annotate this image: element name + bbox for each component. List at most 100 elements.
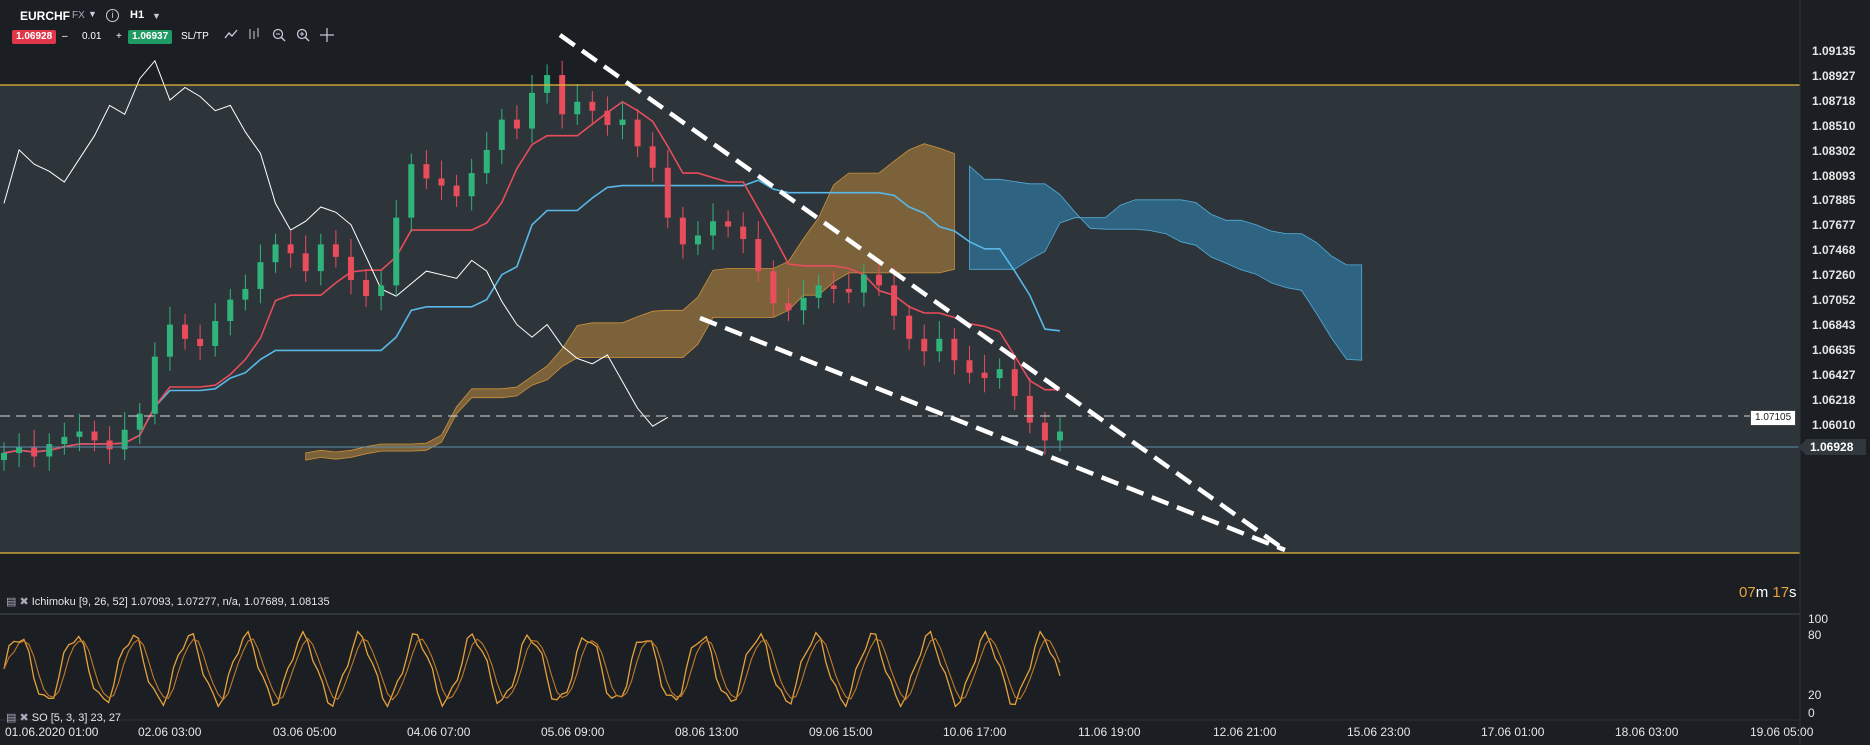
candle-body bbox=[755, 239, 762, 272]
candle bbox=[363, 269, 370, 307]
sltp-button[interactable]: SL/TP bbox=[181, 31, 209, 42]
candle bbox=[498, 108, 505, 165]
candle-body bbox=[227, 299, 234, 322]
time-tick-label: 04.06 07:00 bbox=[407, 725, 471, 739]
info-icon[interactable]: i bbox=[106, 9, 119, 22]
candle-body bbox=[393, 217, 400, 286]
crosshair-icon[interactable] bbox=[320, 28, 334, 46]
candle bbox=[317, 233, 324, 286]
candle bbox=[845, 271, 852, 304]
candle-body bbox=[1, 452, 7, 461]
timeframe-dropdown-icon[interactable]: ▼ bbox=[152, 11, 161, 21]
so-indicator-label[interactable]: ▤ ✖ SO [5, 3, 3] 23, 27 bbox=[6, 711, 121, 724]
candle-body bbox=[91, 431, 98, 441]
candle bbox=[574, 83, 581, 125]
time-tick-label: 12.06 21:00 bbox=[1213, 725, 1277, 739]
lower-trendline[interactable] bbox=[699, 315, 1286, 553]
candle-body bbox=[634, 119, 641, 147]
candle bbox=[710, 203, 717, 250]
candle bbox=[1057, 417, 1063, 452]
time-tick-label: 11.06 19:00 bbox=[1078, 725, 1141, 739]
candle-body bbox=[483, 149, 490, 174]
market-dropdown-icon[interactable]: ▼ bbox=[88, 9, 97, 19]
candle-body bbox=[996, 369, 1003, 379]
ask-price-button[interactable]: 1.06937 bbox=[128, 30, 173, 44]
candle bbox=[1026, 378, 1033, 434]
price-tick-label: 1.07260 bbox=[1812, 268, 1856, 283]
candle-body bbox=[498, 119, 505, 150]
candle-body bbox=[1011, 369, 1018, 396]
candle-body bbox=[332, 244, 339, 257]
horizontal-level-label[interactable]: 1.07105 bbox=[1750, 410, 1797, 426]
candle bbox=[785, 288, 792, 322]
cloud-bearish bbox=[969, 165, 1363, 361]
quantity-decrease-button[interactable]: – bbox=[62, 31, 68, 42]
price-tick-label: 1.06427 bbox=[1812, 367, 1856, 382]
candle-body bbox=[317, 244, 324, 272]
candle-body bbox=[694, 235, 701, 245]
so-settings-icon[interactable]: ▤ ✖ bbox=[6, 712, 29, 724]
candle-body bbox=[906, 315, 913, 339]
candle-body bbox=[182, 324, 189, 339]
candle bbox=[906, 304, 913, 350]
symbol-label[interactable]: EURCHF bbox=[20, 9, 70, 23]
time-tick-label: 02.06 03:00 bbox=[138, 725, 202, 739]
candle bbox=[453, 174, 460, 207]
candle-body bbox=[1026, 395, 1033, 423]
time-tick-label: 18.06 03:00 bbox=[1615, 725, 1679, 739]
candle bbox=[544, 64, 551, 104]
candle-body bbox=[106, 440, 113, 450]
candle-body bbox=[423, 164, 430, 179]
candle bbox=[1011, 354, 1018, 411]
candle bbox=[996, 358, 1003, 389]
candle bbox=[891, 267, 898, 330]
bid-price-button[interactable]: 1.06928 bbox=[12, 30, 57, 44]
candle-body bbox=[438, 178, 445, 186]
price-tick-label: 1.06218 bbox=[1812, 392, 1856, 407]
chikou-line bbox=[3, 59, 669, 427]
upper-trendline[interactable] bbox=[558, 33, 1287, 552]
quantity-increase-button[interactable]: + bbox=[116, 31, 122, 42]
candle bbox=[664, 149, 671, 229]
candle bbox=[815, 274, 822, 309]
indicators-icon[interactable] bbox=[248, 28, 262, 44]
candle bbox=[393, 199, 400, 297]
candle bbox=[740, 212, 747, 254]
candle-body bbox=[16, 447, 23, 453]
price-tick-label: 1.08718 bbox=[1812, 93, 1856, 108]
cloud-bullish bbox=[305, 143, 955, 461]
candle bbox=[830, 271, 837, 304]
ichimoku-indicator-label[interactable]: ▤ ✖ Ichimoku [9, 26, 52] 1.07093, 1.0727… bbox=[6, 595, 330, 608]
price-tick-label: 1.06843 bbox=[1812, 317, 1856, 332]
zoom-in-icon[interactable] bbox=[296, 28, 310, 46]
candle-body bbox=[770, 271, 777, 304]
line-chart-icon[interactable] bbox=[224, 28, 238, 44]
candle bbox=[619, 101, 626, 140]
ichimoku-settings-icon[interactable]: ▤ ✖ bbox=[6, 596, 29, 608]
candle-body bbox=[544, 75, 551, 93]
so-params: [5, 3, 3] bbox=[50, 712, 88, 724]
candle bbox=[182, 313, 189, 350]
ichimoku-values: 1.07093, 1.07277, n/a, 1.07689, 1.08135 bbox=[130, 596, 330, 608]
candle bbox=[16, 433, 23, 468]
zoom-out-icon[interactable] bbox=[272, 28, 286, 46]
candle-body bbox=[921, 338, 928, 352]
candle bbox=[46, 433, 53, 471]
timeframe-select[interactable]: H1 bbox=[130, 9, 145, 21]
candle bbox=[966, 345, 973, 384]
price-tick-label: 1.08302 bbox=[1812, 143, 1856, 158]
candle-body bbox=[257, 262, 264, 289]
candle-body bbox=[468, 173, 475, 197]
candle bbox=[166, 306, 173, 371]
tenkan-line bbox=[3, 100, 1060, 454]
candle bbox=[302, 235, 309, 282]
toolbar: EURCHF FX ▼ i H1 ▼ 1.06928 – 0.01 + 1.06… bbox=[0, 0, 1870, 46]
candle bbox=[589, 91, 596, 125]
countdown-seconds: 17 bbox=[1772, 584, 1790, 601]
candle-body bbox=[981, 372, 988, 379]
candle bbox=[212, 303, 219, 357]
quantity-input[interactable]: 0.01 bbox=[82, 31, 102, 42]
candle-body bbox=[740, 226, 747, 240]
candle bbox=[378, 271, 385, 311]
